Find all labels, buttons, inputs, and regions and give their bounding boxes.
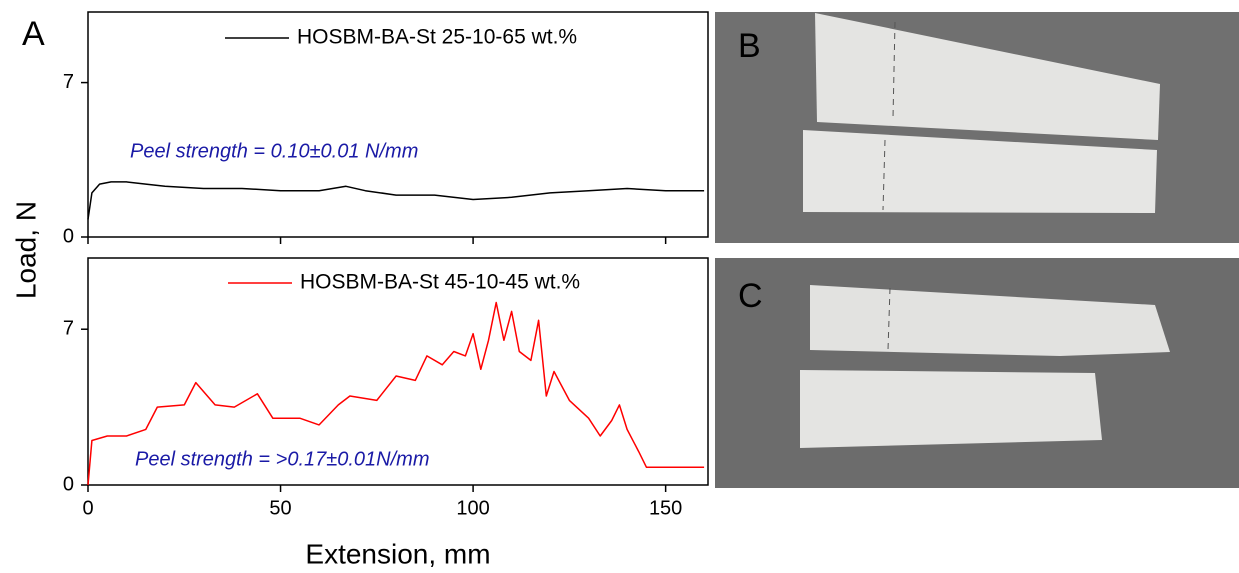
x-tick-label: 50	[269, 497, 291, 519]
x-tick-label: 150	[649, 497, 682, 519]
data-line	[87, 301, 705, 486]
plot-frame	[87, 257, 709, 486]
panel-label: C	[738, 277, 763, 315]
photo	[715, 258, 1239, 488]
y-tick-label: 0	[63, 225, 74, 247]
y-tick-label: 0	[63, 473, 74, 495]
photo	[715, 12, 1239, 243]
legend-label: HOSBM-BA-St 45-10-45 wt.%	[300, 271, 580, 294]
y-tick-label: 7	[63, 71, 74, 93]
x-axis-label: Extension, mm	[305, 538, 490, 569]
y-axis-label: Load, N	[10, 201, 41, 299]
annotation: Peel strength = >0.17±0.01N/mm	[135, 448, 429, 470]
x-tick-label: 100	[456, 497, 489, 519]
plot-frame	[87, 11, 709, 238]
panel-label: A	[22, 15, 45, 53]
legend-label: HOSBM-BA-St 25-10-65 wt.%	[297, 26, 577, 49]
data-line	[87, 181, 705, 220]
annotation: Peel strength = 0.10±0.01 N/mm	[130, 140, 418, 162]
y-tick-label: 7	[63, 317, 74, 339]
x-tick-label: 0	[82, 497, 93, 519]
panel-label: B	[738, 27, 761, 65]
